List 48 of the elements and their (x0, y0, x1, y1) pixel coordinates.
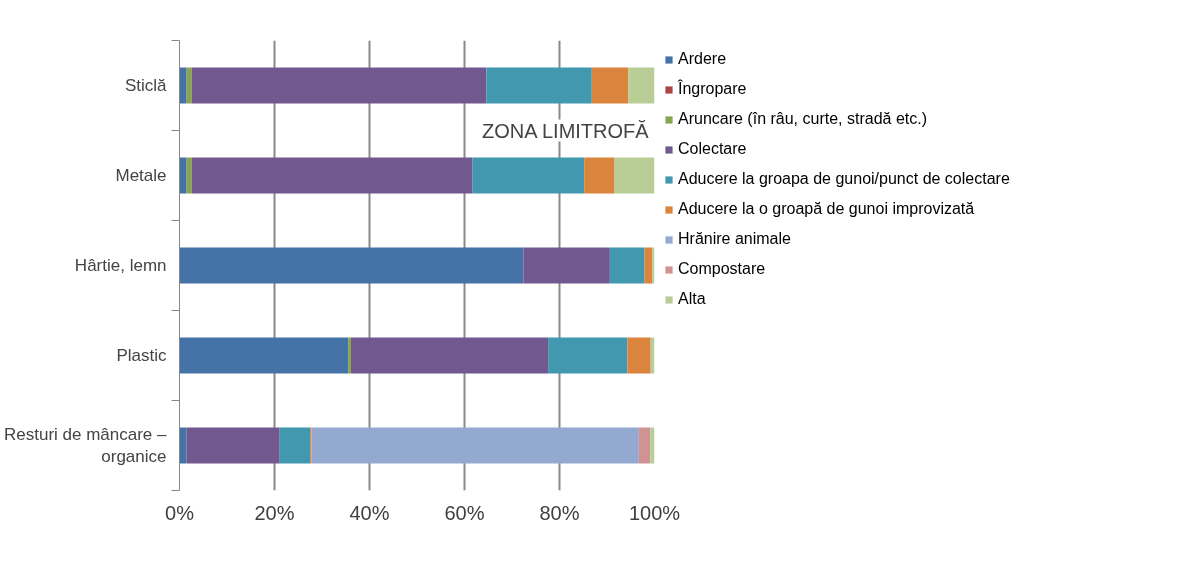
bar (627, 337, 651, 374)
bar (638, 427, 651, 464)
x-tick-label: 0% (165, 501, 195, 524)
y-tick-label: Resturi de mâncare – organice (3, 424, 168, 467)
bar (609, 247, 645, 284)
bar (279, 427, 311, 464)
y-tick-label: Metale (115, 166, 167, 185)
legend-label: Aducere la o groapă de gunoi improvizată (678, 200, 975, 218)
legend-label: Compostare (678, 260, 766, 278)
legend-label: Colectare (678, 140, 747, 158)
bar (650, 427, 655, 464)
legend-label: Aducere la groapa de gunoi/punct de colectare (678, 170, 1010, 188)
bar (179, 157, 187, 194)
bar (311, 427, 639, 464)
bar (186, 157, 192, 194)
legend-label: Îngropare (678, 80, 747, 98)
bar (179, 337, 349, 374)
legend-label: Aruncare (în râu, curte, stradă etc.) (678, 110, 927, 128)
bar (548, 337, 628, 374)
bar (591, 67, 629, 104)
bar (628, 67, 655, 104)
bar (191, 157, 473, 194)
bar (644, 247, 653, 284)
y-tick-label: Hârtie, lemn (74, 256, 167, 275)
bar (584, 157, 615, 194)
y-tick-label: Plastic (116, 346, 167, 365)
legend-label: Hrănire animale (678, 230, 791, 248)
y-tick-label: Sticlă (124, 76, 168, 95)
x-tick-label: 40% (349, 501, 390, 524)
text: ZONA LIMITROFĂ (481, 119, 650, 142)
bar (614, 157, 655, 194)
bar (348, 337, 351, 374)
x-tick-label: 80% (539, 501, 580, 524)
bar (179, 67, 187, 104)
bar (191, 67, 487, 104)
x-tick-label: 20% (254, 501, 295, 524)
legend-label: Ardere (678, 50, 727, 68)
bar (523, 247, 610, 284)
bar (486, 67, 592, 104)
bar (179, 247, 524, 284)
x-tick-label: 100% (628, 501, 681, 524)
legend-label: Alta (678, 290, 706, 308)
bar (186, 427, 280, 464)
bar (186, 67, 192, 104)
bar (350, 337, 549, 374)
x-tick-label: 60% (444, 501, 485, 524)
bar (472, 157, 585, 194)
bar (179, 427, 187, 464)
